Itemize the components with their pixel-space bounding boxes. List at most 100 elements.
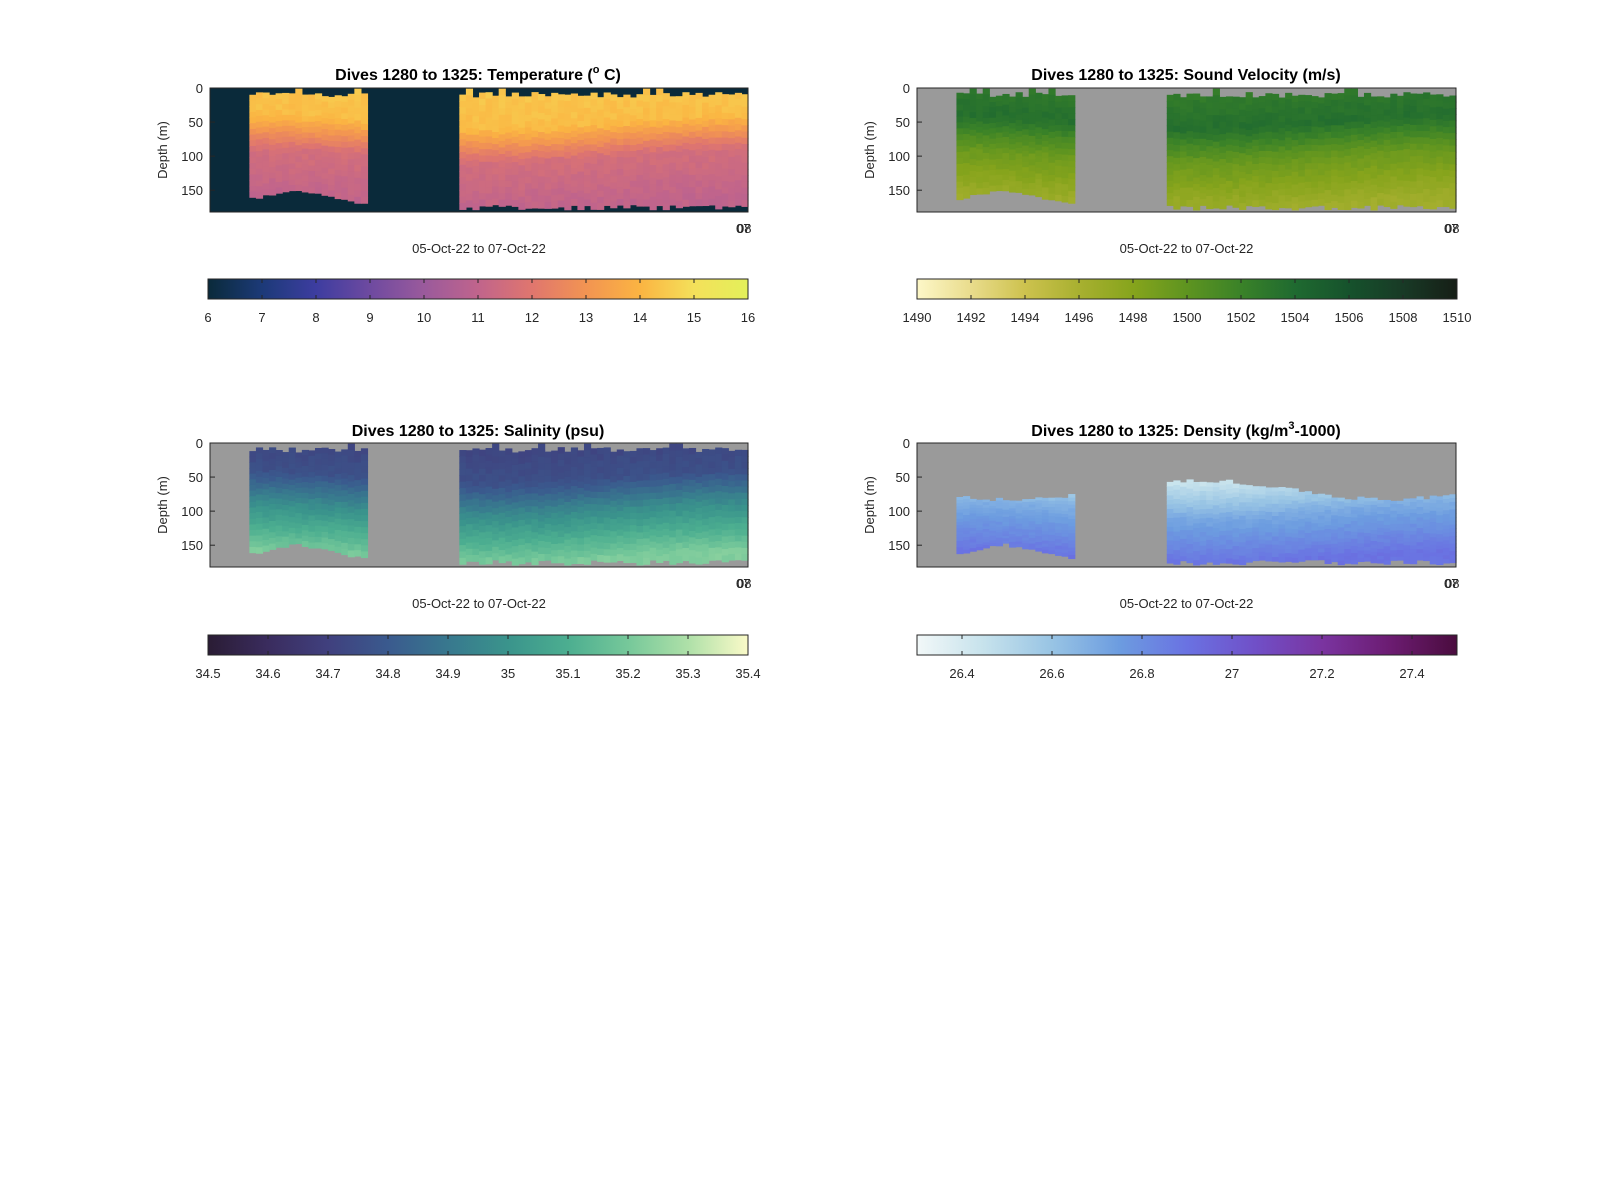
heatmap-cell [1186,548,1194,554]
heatmap-cell [1377,108,1385,116]
heatmap-cell [1271,138,1280,146]
heatmap-cell [995,519,1004,523]
heatmap-cell [577,531,585,539]
heatmap-cell [249,507,257,514]
heatmap-cell [1344,202,1352,211]
heatmap-cell [728,194,736,202]
heatmap-cell [1317,103,1326,110]
heatmap-cell [1442,188,1451,195]
heatmap-cell [557,163,565,170]
heatmap-cell [1028,499,1036,503]
heatmap-cell [1028,532,1036,536]
heatmap-cell [976,121,984,128]
heatmap-cell [544,139,552,147]
heatmap-cell [334,141,342,148]
heatmap-cell [708,94,716,102]
heatmap-cell [590,528,598,536]
heatmap-cell [682,467,690,474]
heatmap-cell [1363,508,1372,513]
heatmap-cell [688,162,697,170]
heatmap-cell [354,532,362,540]
heatmap-cell [1206,195,1214,203]
heatmap-cell [675,549,683,557]
heatmap-cell [597,510,605,518]
heatmap-cell [1173,100,1181,108]
heatmap-cell [721,131,729,139]
heatmap-cell [1311,132,1319,140]
heatmap-cell [479,487,487,495]
heatmap-cell [721,542,729,550]
heatmap-cell [1436,181,1444,189]
heatmap-cell [518,140,526,148]
heatmap-cell [1311,497,1319,503]
heatmap-cell [976,508,984,512]
heatmap-cell [1396,119,1405,127]
heatmap-cell [728,553,736,561]
heatmap-cell [1377,150,1385,158]
heatmap-cell [1022,512,1030,517]
heatmap-cell [715,105,723,113]
heatmap-cell [479,155,487,163]
heatmap-cell [1232,550,1240,556]
heatmap-cell [295,179,303,186]
heatmap-cell [1357,532,1365,537]
heatmap-cell [583,457,592,465]
heatmap-cell [675,145,683,153]
heatmap-cell [518,544,526,552]
heatmap-cell [1009,138,1017,145]
heatmap-cell [643,108,651,116]
heatmap-cell [524,487,533,495]
heatmap-cell [695,111,703,119]
heatmap-cell [1048,497,1056,502]
heatmap-cell [969,176,977,184]
heatmap-cell [479,92,487,100]
heatmap-cell [551,469,559,477]
heatmap-cell [1212,496,1220,502]
heatmap-cell [544,152,552,160]
heatmap-cell [1370,522,1378,528]
heatmap-cell [282,153,290,160]
heatmap-cell [465,134,474,142]
heatmap-cell [1186,174,1194,182]
heatmap-cell [734,161,743,169]
heatmap-cell [1350,556,1358,561]
heatmap-cell [636,480,644,488]
heatmap-cell [360,136,369,143]
heatmap-cell [249,140,257,147]
heatmap-cell [1212,514,1220,520]
heatmap-cell [1357,109,1365,116]
y-tick-label: 100 [888,504,910,519]
heatmap-cell [1304,163,1312,171]
heatmap-cell [1009,176,1017,182]
heatmap-cell [1317,187,1326,194]
heatmap-cell [649,107,657,115]
heatmap-cell [1212,95,1220,103]
heatmap-cell [249,123,257,130]
heatmap-cell [485,448,493,456]
heatmap-cell [1278,189,1286,196]
heatmap-cell [583,156,592,164]
heatmap-cell [531,480,539,488]
heatmap-cell [1423,553,1431,558]
heatmap-cell [360,472,369,480]
heatmap-cell [1396,533,1405,538]
heatmap-cell [465,554,474,562]
heatmap-cell [1350,499,1358,504]
heatmap-cell [1022,499,1030,503]
heatmap-cell [321,515,329,522]
heatmap-cell [1193,203,1201,211]
heatmap-cell [505,156,513,164]
heatmap-cell [1166,553,1174,560]
heatmap-cell [1344,135,1352,143]
heatmap-cell [564,464,572,472]
heatmap-cell [1370,515,1378,520]
heatmap-cell [1357,514,1365,519]
heatmap-cell [249,94,257,102]
heatmap-cell [1311,138,1319,146]
heatmap-cell [544,541,552,549]
heatmap-cell [1245,92,1253,100]
heatmap-cell [1337,170,1345,178]
heatmap-cell [269,458,277,465]
heatmap-cell [695,186,703,194]
heatmap-cell [695,180,703,188]
